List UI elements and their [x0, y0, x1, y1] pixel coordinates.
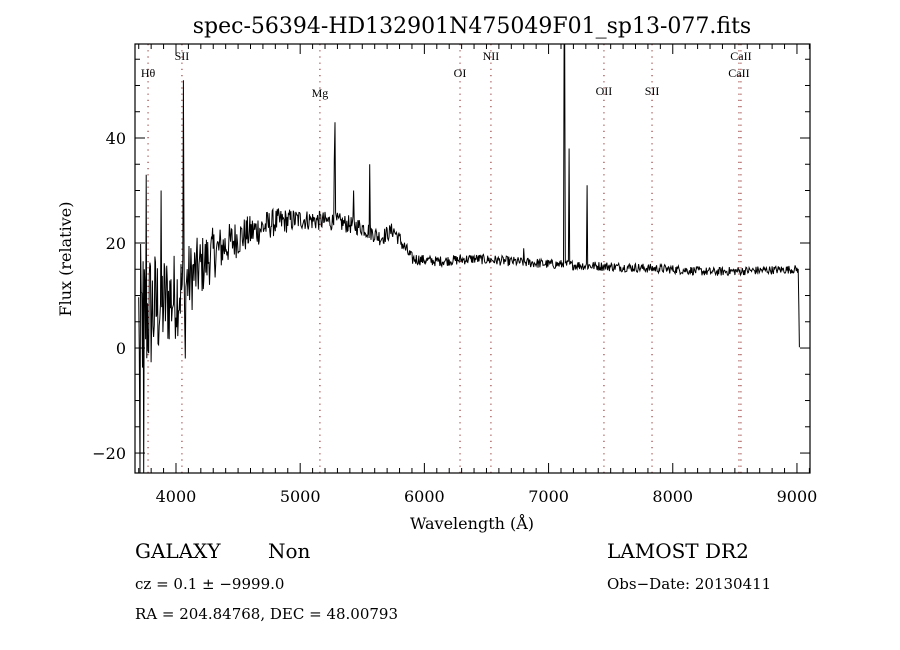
object-class: GALAXY [135, 539, 221, 563]
y-axis-label: Flux (relative) [56, 202, 75, 317]
line-marker-label: Hθ [141, 66, 156, 80]
line-marker-label: OI [454, 66, 467, 80]
y-tick-label: −20 [92, 444, 126, 463]
redshift-cz: cz = 0.1 ± −9999.0 [135, 575, 284, 593]
x-tick-label: 4000 [156, 487, 197, 506]
spectrum-series [138, 43, 800, 474]
obs-date: Obs−Date: 20130411 [607, 575, 771, 593]
x-tick-label: 7000 [528, 487, 569, 506]
coordinates: RA = 204.84768, DEC = 48.00793 [135, 605, 398, 623]
x-tick-label: 9000 [777, 487, 818, 506]
object-subclass: Non [268, 539, 311, 563]
chart-title: spec-56394-HD132901N475049F01_sp13-077.f… [193, 14, 751, 39]
line-markers: Hθ SII Mg OI NII OII SII CaII CaII [141, 44, 752, 473]
line-marker-label: Mg [312, 86, 329, 100]
line-marker-label: CaII [730, 49, 751, 63]
line-marker-label: SII [175, 49, 190, 63]
x-axis-label: Wavelength (Å) [410, 513, 534, 533]
x-tick-label: 5000 [280, 487, 321, 506]
line-marker-label: SII [645, 84, 660, 98]
y-tick-label: 40 [106, 129, 126, 148]
plot-frame [134, 43, 811, 474]
line-marker-label: NII [483, 49, 500, 63]
line-marker-label: CaII [728, 66, 749, 80]
axis-ticks: 4000 5000 6000 7000 8000 9000 −20 0 20 40 [92, 44, 817, 506]
x-tick-label: 6000 [404, 487, 445, 506]
line-marker-label: OII [596, 84, 613, 98]
spectrum-line [138, 43, 800, 474]
y-tick-label: 20 [106, 234, 126, 253]
y-tick-label: 0 [116, 339, 126, 358]
x-tick-label: 8000 [652, 487, 693, 506]
survey-name: LAMOST DR2 [607, 539, 749, 563]
